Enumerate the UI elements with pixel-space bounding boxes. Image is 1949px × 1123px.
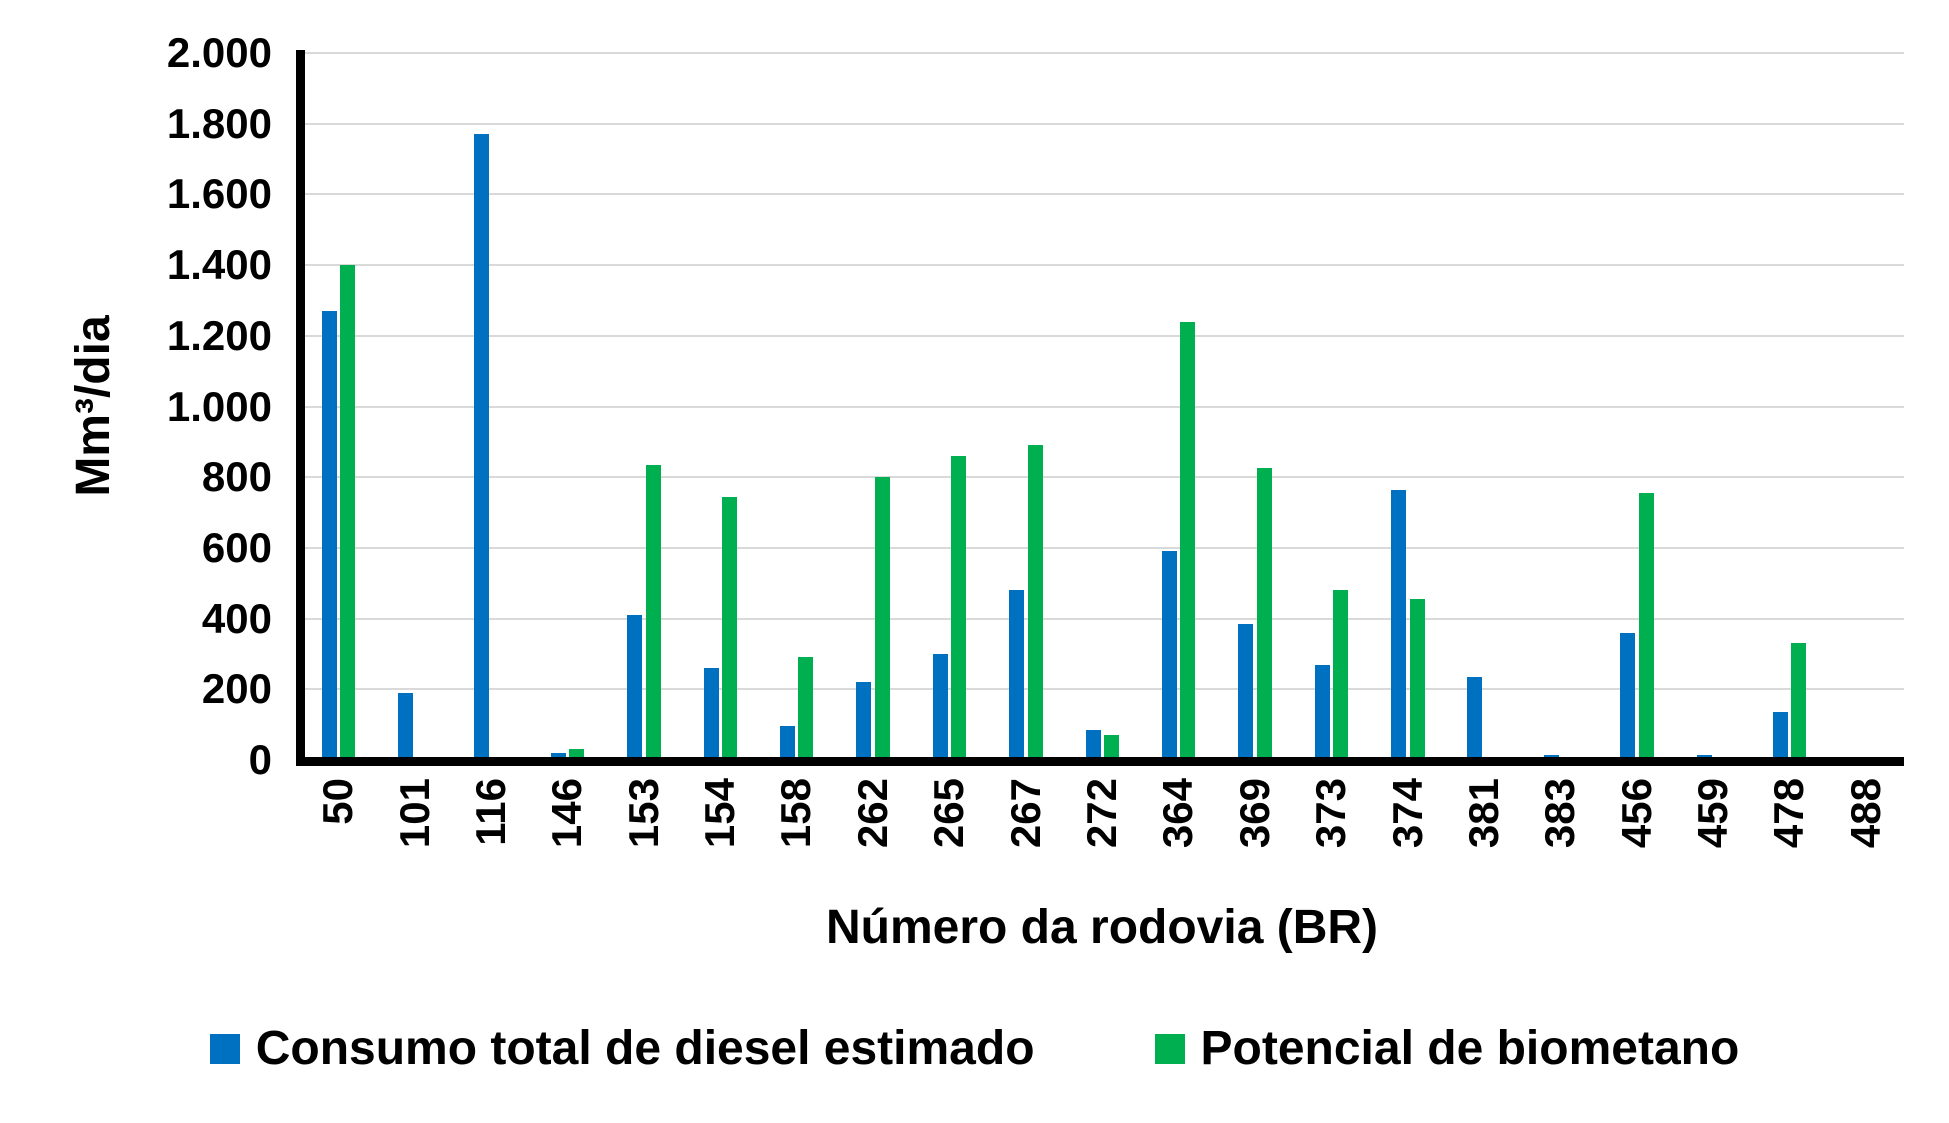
bar-374-series-1	[1391, 489, 1407, 760]
legend-item-2: Potencial de biometano	[1154, 1020, 1740, 1078]
y-tick-label: 400	[201, 594, 272, 642]
bar-154-series-2	[722, 496, 738, 760]
legend-swatch-icon	[1154, 1034, 1185, 1064]
y-tick-label: 600	[201, 523, 272, 571]
bar-50-series-2	[340, 265, 356, 760]
gridline	[300, 334, 1904, 337]
bar-381-series-1	[1467, 676, 1483, 760]
bar-262-series-1	[856, 682, 872, 760]
legend-label: Potencial de biometano	[1200, 1022, 1740, 1075]
gridline	[300, 52, 1904, 54]
bar-369-series-1	[1238, 623, 1254, 760]
y-tick-label: 2.000	[166, 29, 272, 76]
bar-369-series-2	[1256, 468, 1272, 760]
y-tick-label: 1.800	[166, 99, 272, 147]
legend-item-1: Consumo total de diesel estimado	[209, 1020, 1035, 1078]
y-tick-label: 200	[201, 665, 272, 713]
bar-478-series-1	[1772, 712, 1788, 760]
bar-267-series-1	[1009, 590, 1025, 760]
bar-154-series-1	[703, 668, 719, 760]
bar-50-series-1	[321, 311, 337, 760]
bar-373-series-1	[1314, 664, 1330, 760]
bar-364-series-1	[1161, 551, 1177, 760]
bar-272-series-2	[1104, 735, 1119, 760]
bar-265-series-1	[932, 653, 948, 760]
bar-101-series-1	[398, 692, 414, 760]
bar-146-series-1	[550, 752, 566, 760]
bar-267-series-2	[1027, 445, 1043, 760]
bar-374-series-2	[1409, 599, 1425, 760]
bar-272-series-1	[1085, 729, 1101, 760]
bar-364-series-2	[1180, 321, 1196, 760]
bar-146-series-2	[569, 749, 585, 760]
bar-158-series-1	[779, 726, 795, 760]
legend-swatch-icon	[209, 1034, 240, 1064]
bar-153-series-1	[627, 615, 643, 760]
y-tick-label: 1.400	[166, 241, 272, 289]
bar-478-series-2	[1791, 643, 1807, 760]
y-tick-label: 800	[201, 453, 272, 501]
gridline	[300, 476, 1904, 479]
legend: Consumo total de diesel estimado Potencia…	[0, 1020, 1949, 1078]
gridline	[300, 193, 1904, 196]
y-tick-label: 1.600	[166, 170, 272, 218]
bar-456-series-2	[1638, 493, 1654, 760]
legend-label: Consumo total de diesel estimado	[255, 1022, 1035, 1075]
x-axis-title: Número da rodovia (BR)	[825, 901, 1379, 954]
bar-456-series-1	[1620, 632, 1636, 760]
gridline	[300, 122, 1904, 125]
gridline	[300, 688, 1904, 691]
x-axis-line	[296, 757, 1904, 766]
gridline	[300, 405, 1904, 408]
bar-116-series-1	[474, 134, 490, 760]
bar-373-series-2	[1333, 590, 1349, 760]
plot-area	[300, 52, 1904, 760]
bar-262-series-2	[874, 477, 890, 760]
y-tick-label: 1.000	[166, 382, 272, 430]
gridline	[300, 546, 1904, 549]
y-axis-line	[296, 50, 305, 766]
y-tick-label: 1.200	[166, 311, 272, 359]
bar-265-series-2	[951, 455, 967, 760]
gridline	[300, 617, 1904, 620]
gridline	[300, 264, 1904, 267]
bar-158-series-2	[798, 657, 814, 760]
bar-153-series-2	[645, 464, 661, 760]
y-tick-label: 0	[248, 736, 272, 783]
